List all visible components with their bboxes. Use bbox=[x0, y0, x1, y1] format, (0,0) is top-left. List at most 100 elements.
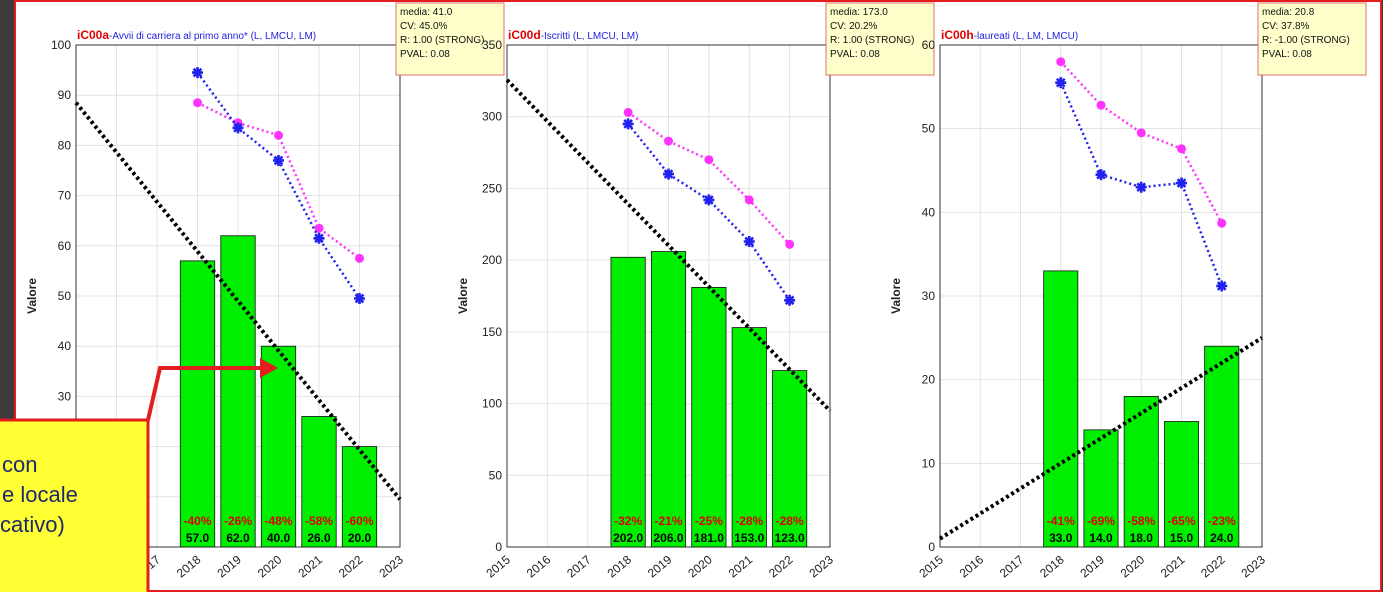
bar-change-label: -21% bbox=[654, 514, 682, 528]
bar-value-label: 20.0 bbox=[348, 531, 372, 545]
series-marker bbox=[704, 155, 714, 165]
bar bbox=[179, 260, 216, 548]
series-line bbox=[196, 101, 361, 260]
stats-line: PVAL: 0.08 bbox=[1262, 49, 1312, 60]
y-tick-label: 100 bbox=[482, 397, 502, 411]
series-marker bbox=[744, 195, 754, 205]
bar bbox=[650, 251, 687, 548]
chart-title: iC00d-Iscritti (L, LMCU, LM) bbox=[508, 28, 638, 42]
bar-value-label: 123.0 bbox=[775, 531, 805, 545]
bar bbox=[731, 327, 767, 548]
bar bbox=[1204, 345, 1240, 548]
bar-change-label: -23% bbox=[1208, 514, 1236, 528]
bar-change-label: -58% bbox=[1127, 514, 1155, 528]
bar bbox=[301, 416, 337, 548]
callout-text: e locale bbox=[2, 482, 78, 507]
bar bbox=[1043, 270, 1079, 548]
series-marker bbox=[1056, 57, 1066, 67]
y-tick-label: 70 bbox=[58, 189, 72, 203]
y-axis-label: Valore bbox=[25, 278, 39, 314]
bar bbox=[691, 286, 727, 548]
bar-value-label: 206.0 bbox=[653, 531, 683, 545]
bar-value-label: 40.0 bbox=[267, 531, 291, 545]
title-code: iC00d bbox=[508, 28, 541, 42]
series-marker bbox=[663, 168, 674, 180]
trend-line bbox=[74, 101, 402, 501]
series-marker bbox=[1095, 169, 1107, 181]
series-marker bbox=[193, 98, 202, 108]
stats-line: PVAL: 0.08 bbox=[830, 49, 880, 60]
y-tick-label: 80 bbox=[58, 138, 72, 152]
y-tick-label: 30 bbox=[58, 389, 72, 403]
bar bbox=[260, 345, 297, 548]
stats-line: media: 173.0 bbox=[830, 7, 888, 18]
callout-arrowhead bbox=[260, 358, 278, 378]
series-marker bbox=[1216, 280, 1228, 292]
series-marker bbox=[664, 136, 673, 146]
y-tick-label: 250 bbox=[482, 181, 502, 195]
bar-change-label: -40% bbox=[183, 514, 211, 528]
callout-box bbox=[0, 418, 150, 592]
y-tick-label: 50 bbox=[922, 122, 936, 136]
y-tick-label: 90 bbox=[58, 88, 72, 102]
callout-text: con bbox=[2, 452, 37, 477]
y-tick-label: 10 bbox=[922, 456, 936, 470]
stats-box bbox=[825, 2, 935, 76]
callout-text: cativo) bbox=[0, 512, 65, 537]
series-marker bbox=[1135, 181, 1147, 193]
bar-value-label: 26.0 bbox=[307, 531, 331, 545]
series-marker bbox=[313, 232, 325, 244]
series-marker bbox=[354, 293, 365, 305]
y-axis-label: Valore bbox=[456, 278, 470, 314]
y-tick-label: 30 bbox=[922, 289, 936, 303]
bar-change-label: -60% bbox=[345, 514, 373, 528]
title-code: iC00a bbox=[77, 28, 109, 42]
series-marker bbox=[274, 130, 283, 140]
series-marker bbox=[622, 118, 634, 130]
bar bbox=[772, 370, 808, 548]
stats-line: R: -1.00 (STRONG) bbox=[1262, 35, 1350, 46]
series-marker bbox=[232, 122, 244, 134]
y-tick-label: 50 bbox=[58, 289, 72, 303]
y-tick-label: 50 bbox=[489, 468, 503, 482]
series-marker bbox=[623, 107, 633, 117]
bar-change-label: -48% bbox=[264, 514, 292, 528]
y-tick-label: 350 bbox=[482, 38, 502, 52]
bar-change-label: -26% bbox=[224, 514, 252, 528]
series-line bbox=[1059, 82, 1223, 287]
series-marker bbox=[1176, 177, 1187, 189]
series-marker bbox=[1096, 100, 1106, 110]
bar-value-label: 62.0 bbox=[226, 531, 250, 545]
title-subtitle: -laureati (L, LM, LMCU) bbox=[974, 31, 1078, 42]
stats-box bbox=[1257, 2, 1367, 76]
bar-change-label: -69% bbox=[1087, 514, 1115, 528]
stats-line: media: 20.8 bbox=[1262, 7, 1315, 18]
bar bbox=[610, 256, 646, 548]
bar-change-label: -65% bbox=[1167, 514, 1195, 528]
title-subtitle: -Iscritti (L, LMCU, LM) bbox=[541, 31, 639, 42]
series-marker bbox=[192, 67, 203, 79]
stats-line: PVAL: 0.08 bbox=[400, 49, 450, 60]
bar bbox=[341, 446, 378, 548]
series-marker bbox=[703, 194, 715, 206]
chart-title: iC00h-laureati (L, LM, LMCU) bbox=[941, 28, 1078, 42]
y-tick-label: 20 bbox=[922, 373, 936, 387]
series-marker bbox=[1177, 144, 1186, 154]
bar-value-label: 24.0 bbox=[1210, 531, 1234, 545]
bar-value-label: 153.0 bbox=[734, 531, 764, 545]
y-tick-label: 150 bbox=[482, 325, 502, 339]
bar-value-label: 14.0 bbox=[1089, 531, 1113, 545]
series-marker bbox=[1055, 77, 1067, 89]
series-marker bbox=[785, 239, 795, 249]
y-tick-label: 40 bbox=[58, 339, 72, 353]
bar-value-label: 202.0 bbox=[613, 531, 643, 545]
bar-value-label: 57.0 bbox=[186, 531, 210, 545]
bar-value-label: 15.0 bbox=[1170, 531, 1194, 545]
y-tick-label: 0 bbox=[928, 540, 935, 554]
bar-change-label: -28% bbox=[735, 514, 763, 528]
stats-line: CV: 20.2% bbox=[830, 21, 878, 32]
stats-line: CV: 37.8% bbox=[1262, 21, 1310, 32]
callout-arrow bbox=[146, 366, 262, 421]
series-line bbox=[627, 111, 791, 246]
